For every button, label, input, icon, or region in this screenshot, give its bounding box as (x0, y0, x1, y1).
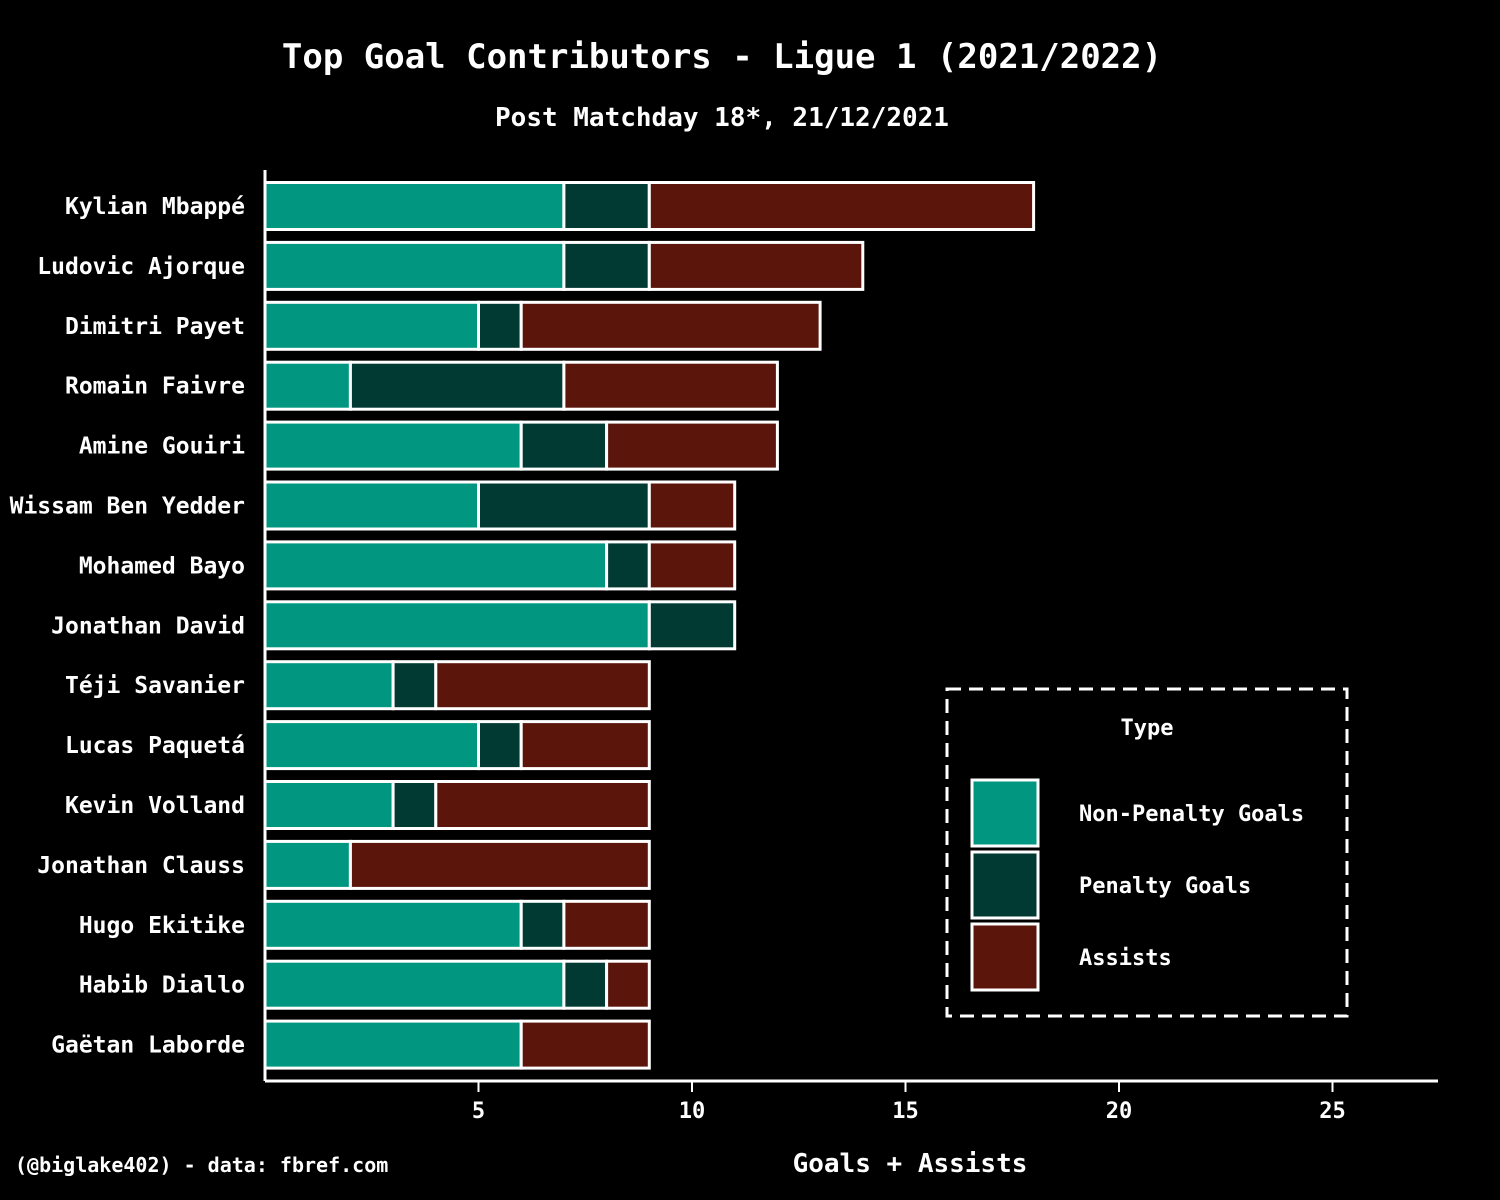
bar-segment-7-series-2 (605, 540, 651, 591)
bar-segment-4-series-2 (348, 360, 566, 411)
y-tick-label: Romain Faivre (65, 374, 245, 400)
bar-segment-10-series-1 (263, 720, 480, 771)
chart-subtitle: Post Matchday 18*, 21/12/2021 (495, 103, 949, 133)
bar-segment-15-series-1 (263, 1019, 523, 1070)
legend-label: Non-Penalty Goals (1079, 802, 1304, 827)
y-tick-label: Wissam Ben Yedder (10, 494, 245, 520)
bar-segment-3-series-1 (263, 300, 480, 351)
x-tick-label: 15 (892, 1099, 919, 1124)
chart-title: Top Goal Contributors - Ligue 1 (2021/20… (282, 37, 1162, 77)
bar-segment-14-series-1 (263, 959, 566, 1010)
legend-label: Penalty Goals (1079, 874, 1251, 899)
y-tick-label: Lucas Paquetá (65, 733, 245, 759)
bar-segment-12-series-3 (348, 839, 651, 890)
bar-segment-13-series-2 (519, 899, 566, 950)
bar-segment-11-series-2 (391, 780, 438, 830)
bar-segment-1-series-1 (263, 181, 566, 231)
legend-swatch (970, 850, 1040, 920)
bar-segment-15-series-3 (519, 1019, 651, 1070)
x-tick-label: 25 (1319, 1099, 1346, 1124)
bar-segment-2-series-1 (263, 240, 566, 291)
bar-segment-6-series-3 (647, 480, 737, 531)
x-axis-ticks: 5 10 15 20 25 (472, 1081, 1346, 1124)
bar-segment-5-series-2 (519, 420, 609, 471)
y-tick-label: Kevin Volland (65, 793, 245, 819)
y-tick-label: Dimitri Payet (65, 314, 245, 340)
legend-label: Assists (1079, 946, 1172, 971)
bar-segment-11-series-3 (434, 780, 651, 830)
bar-segment-10-series-2 (477, 720, 523, 771)
y-axis-labels: Kylian Mbappé Ludovic Ajorque Dimitri Paye… (10, 194, 246, 1059)
legend: Type Non-Penalty Goals Penalty Goals Assis… (945, 687, 1349, 1018)
y-tick-label: Téji Savanier (65, 673, 245, 699)
bar-segment-9-series-3 (434, 660, 651, 711)
bar-segment-7-series-1 (263, 540, 609, 591)
bar-segment-2-series-2 (562, 240, 651, 291)
legend-swatch (970, 922, 1040, 992)
bar-segment-4-series-3 (562, 360, 779, 411)
y-tick-label: Habib Diallo (79, 973, 245, 999)
bar-segment-4-series-1 (263, 360, 352, 411)
bar-segment-3-series-2 (477, 300, 523, 351)
bar-segment-8-series-1 (263, 600, 651, 651)
bar-segment-10-series-3 (519, 720, 651, 771)
bar-segment-9-series-1 (263, 660, 395, 711)
bar-segment-5-series-1 (263, 420, 523, 471)
y-tick-label: Mohamed Bayo (79, 553, 245, 579)
legend-swatch (970, 778, 1040, 848)
bar-segment-2-series-3 (647, 240, 865, 291)
bar-segment-6-series-2 (477, 480, 651, 531)
bar-segment-13-series-1 (263, 899, 523, 950)
y-tick-label: Jonathan David (51, 613, 245, 639)
bars-group (263, 181, 1036, 1070)
bar-segment-1-series-2 (562, 181, 651, 231)
y-tick-label: Kylian Mbappé (65, 194, 245, 220)
y-tick-label: Hugo Ekitike (79, 913, 245, 939)
x-tick-label: 5 (472, 1099, 485, 1124)
y-tick-label: Ludovic Ajorque (37, 254, 245, 280)
y-tick-label: Gaëtan Laborde (51, 1033, 245, 1059)
bar-segment-7-series-3 (647, 540, 737, 591)
legend-frame (945, 687, 1349, 1018)
legend-items: Non-Penalty Goals Penalty Goals Assists (970, 778, 1304, 992)
bar-segment-9-series-2 (391, 660, 438, 711)
bar-segment-1-series-3 (647, 181, 1036, 231)
bar-segment-14-series-3 (605, 959, 651, 1010)
footer-credit: (@biglake402) - data: fbref.com (15, 1153, 388, 1177)
y-tick-label: Jonathan Clauss (37, 853, 245, 879)
bar-segment-3-series-3 (519, 300, 822, 351)
x-axis-label: Goals + Assists (793, 1149, 1028, 1179)
bar-segment-5-series-3 (605, 420, 779, 471)
x-tick-label: 20 (1106, 1099, 1133, 1124)
bar-segment-14-series-2 (562, 959, 609, 1010)
legend-title: Type (1121, 716, 1174, 741)
bar-segment-8-series-2 (647, 600, 737, 651)
y-tick-label: Amine Gouiri (79, 434, 245, 460)
x-tick-label: 10 (679, 1099, 706, 1124)
bar-segment-12-series-1 (263, 839, 352, 890)
bar-segment-13-series-3 (562, 899, 651, 950)
bar-segment-11-series-1 (263, 780, 395, 830)
bar-segment-6-series-1 (263, 480, 480, 531)
